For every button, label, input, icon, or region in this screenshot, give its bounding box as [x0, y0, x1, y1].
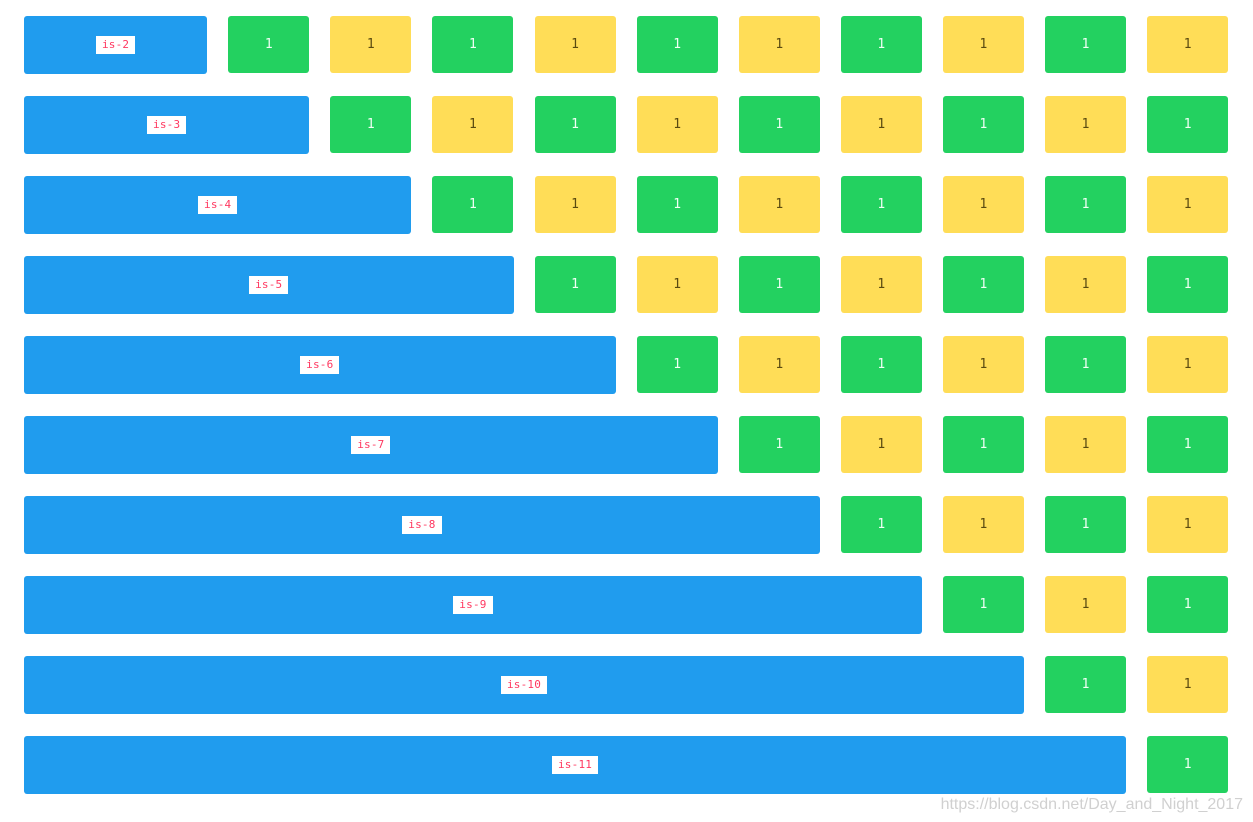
column-cell-green: 1: [942, 416, 1024, 473]
column-cell-green: 1: [1045, 16, 1127, 73]
columns-row: is-7 1 1 1 1 1: [0, 416, 1253, 474]
column-cell-green: 1: [432, 176, 514, 233]
columns-row: is-11 1: [0, 736, 1253, 794]
columns-row: is-9 1 1 1: [0, 576, 1253, 634]
column-span-block: is-10: [24, 656, 1024, 714]
column-span-block: is-8: [24, 496, 820, 554]
column-cell-yellow: 1: [330, 16, 412, 73]
column-class-code: is-6: [300, 356, 340, 374]
column-cell-yellow: 1: [840, 96, 922, 153]
column-cell-yellow: 1: [1147, 176, 1229, 233]
column-cell-green: 1: [840, 16, 922, 73]
columns-row: is-8 1 1 1 1: [0, 496, 1253, 554]
column-class-code: is-8: [402, 516, 442, 534]
column-class-code: is-5: [249, 276, 289, 294]
column-cell-yellow: 1: [534, 176, 616, 233]
column-cell-yellow: 1: [840, 256, 922, 313]
columns-row: is-3 1 1 1 1 1 1 1 1 1: [0, 96, 1253, 154]
column-span-block: is-7: [24, 416, 718, 474]
column-class-code: is-11: [551, 756, 599, 774]
column-cell-green: 1: [1147, 416, 1229, 473]
column-cell-yellow: 1: [942, 336, 1024, 393]
column-cell-green: 1: [942, 256, 1024, 313]
column-cell-green: 1: [1147, 576, 1229, 633]
column-cell-green: 1: [942, 96, 1024, 153]
column-span-block: is-5: [24, 256, 514, 314]
column-span-block: is-11: [24, 736, 1127, 794]
column-class-code: is-4: [198, 196, 238, 214]
column-class-code: is-2: [95, 36, 136, 54]
column-cell-green: 1: [636, 336, 718, 393]
column-cell-green: 1: [636, 176, 718, 233]
column-span-block: is-9: [24, 576, 922, 634]
column-class-code: is-10: [500, 676, 548, 694]
column-cell-yellow: 1: [1045, 416, 1127, 473]
column-cell-green: 1: [738, 416, 820, 473]
column-cell-yellow: 1: [738, 176, 820, 233]
column-span-block: is-6: [24, 336, 616, 394]
column-cell-green: 1: [738, 256, 820, 313]
column-cell-green: 1: [1147, 256, 1229, 313]
column-span-block: is-4: [24, 176, 412, 234]
column-cell-green: 1: [1045, 496, 1127, 553]
column-cell-green: 1: [1147, 736, 1229, 793]
column-cell-green: 1: [840, 496, 922, 553]
column-cell-yellow: 1: [1045, 96, 1127, 153]
columns-row: is-4 1 1 1 1 1 1 1 1: [0, 176, 1253, 234]
column-class-code: is-9: [453, 596, 493, 614]
column-cell-green: 1: [330, 96, 412, 153]
column-cell-yellow: 1: [1045, 576, 1127, 633]
column-cell-green: 1: [432, 16, 514, 73]
column-cell-yellow: 1: [942, 16, 1024, 73]
column-cell-green: 1: [1045, 336, 1127, 393]
column-class-code: is-3: [147, 116, 187, 134]
columns-row: is-10 1 1: [0, 656, 1253, 714]
column-cell-green: 1: [636, 16, 718, 73]
column-class-code: is-7: [351, 436, 391, 454]
column-cell-green: 1: [738, 96, 820, 153]
column-cell-yellow: 1: [738, 16, 820, 73]
columns-row: is-6 1 1 1 1 1 1: [0, 336, 1253, 394]
column-cell-yellow: 1: [1147, 656, 1229, 713]
column-span-block: is-2: [24, 16, 208, 74]
column-cell-yellow: 1: [738, 336, 820, 393]
column-cell-green: 1: [534, 96, 616, 153]
column-cell-yellow: 1: [942, 176, 1024, 233]
column-cell-green: 1: [228, 16, 310, 73]
column-cell-yellow: 1: [840, 416, 922, 473]
column-cell-yellow: 1: [636, 256, 718, 313]
column-cell-yellow: 1: [1147, 496, 1229, 553]
column-cell-yellow: 1: [1147, 336, 1229, 393]
column-cell-green: 1: [1045, 656, 1127, 713]
column-cell-yellow: 1: [1147, 16, 1229, 73]
column-span-block: is-3: [24, 96, 310, 154]
columns-row: is-2 1 1 1 1 1 1 1 1 1 1: [0, 16, 1253, 74]
column-cell-green: 1: [1045, 176, 1127, 233]
column-cell-yellow: 1: [432, 96, 514, 153]
column-cell-yellow: 1: [636, 96, 718, 153]
columns-row: is-5 1 1 1 1 1 1 1: [0, 256, 1253, 314]
column-cell-green: 1: [942, 576, 1024, 633]
column-cell-green: 1: [840, 336, 922, 393]
column-cell-yellow: 1: [942, 496, 1024, 553]
column-cell-yellow: 1: [1045, 256, 1127, 313]
watermark: https://blog.csdn.net/Day_and_Night_2017: [940, 796, 1243, 813]
column-cell-green: 1: [1147, 96, 1229, 153]
column-cell-yellow: 1: [534, 16, 616, 73]
column-cell-green: 1: [840, 176, 922, 233]
column-cell-green: 1: [534, 256, 616, 313]
